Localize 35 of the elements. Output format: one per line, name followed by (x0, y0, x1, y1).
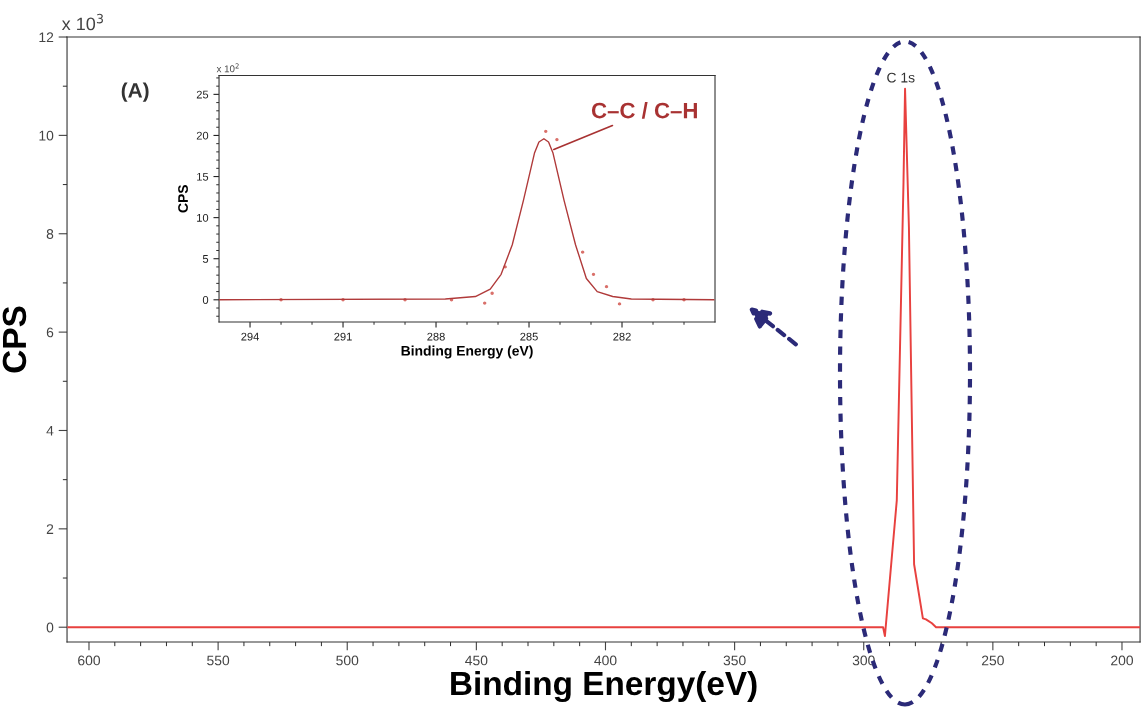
y-tick-label: 5 (202, 255, 209, 263)
x-tick-label: 500 (336, 655, 359, 666)
x-tick-label: 282 (613, 332, 631, 341)
x-tick-label: 294 (241, 332, 259, 341)
x-tick-label: 350 (723, 655, 746, 666)
x-tick-label: 291 (334, 332, 352, 341)
x-tick-label: 288 (427, 332, 445, 341)
x-tick-label: 400 (594, 655, 617, 666)
y-tick-label: 15 (197, 172, 209, 181)
y-tick-label: 12 (39, 32, 54, 43)
x-tick-label: 600 (78, 655, 101, 666)
x-axis-title: Binding Energy (eV) (401, 345, 533, 359)
annotation: x 10$^{2}$ (216, 63, 239, 73)
y-axis-title: CPS (2, 306, 27, 373)
y-tick-label: 20 (196, 131, 209, 140)
x-tick-label: 250 (981, 655, 1004, 666)
y-tick-label: 10 (39, 130, 54, 141)
y-tick-label: 6 (46, 327, 54, 338)
annotation: C 1s (887, 72, 915, 83)
y-tick-label: 8 (46, 229, 54, 239)
y-tick-label: 0 (202, 296, 209, 304)
x-axis-title: Binding Energy(eV) (451, 670, 757, 703)
y-axis-title: CPS (178, 184, 188, 213)
y-tick-label: 2 (46, 524, 54, 534)
y-tick-label: 4 (46, 425, 54, 436)
annotation: (A) (121, 82, 149, 102)
y-tick-label: 0 (46, 622, 54, 633)
x-tick-label: 450 (465, 655, 488, 666)
x-tick-label: 285 (520, 332, 538, 341)
y-tick-label: 25 (196, 90, 209, 99)
x-tick-label: 200 (1111, 655, 1134, 666)
x-tick-label: 550 (207, 655, 230, 666)
annotation: C–C / C–H (591, 102, 697, 119)
y-tick-label: 10 (197, 213, 209, 222)
text: x 10$^{3}$ (61, 13, 103, 31)
